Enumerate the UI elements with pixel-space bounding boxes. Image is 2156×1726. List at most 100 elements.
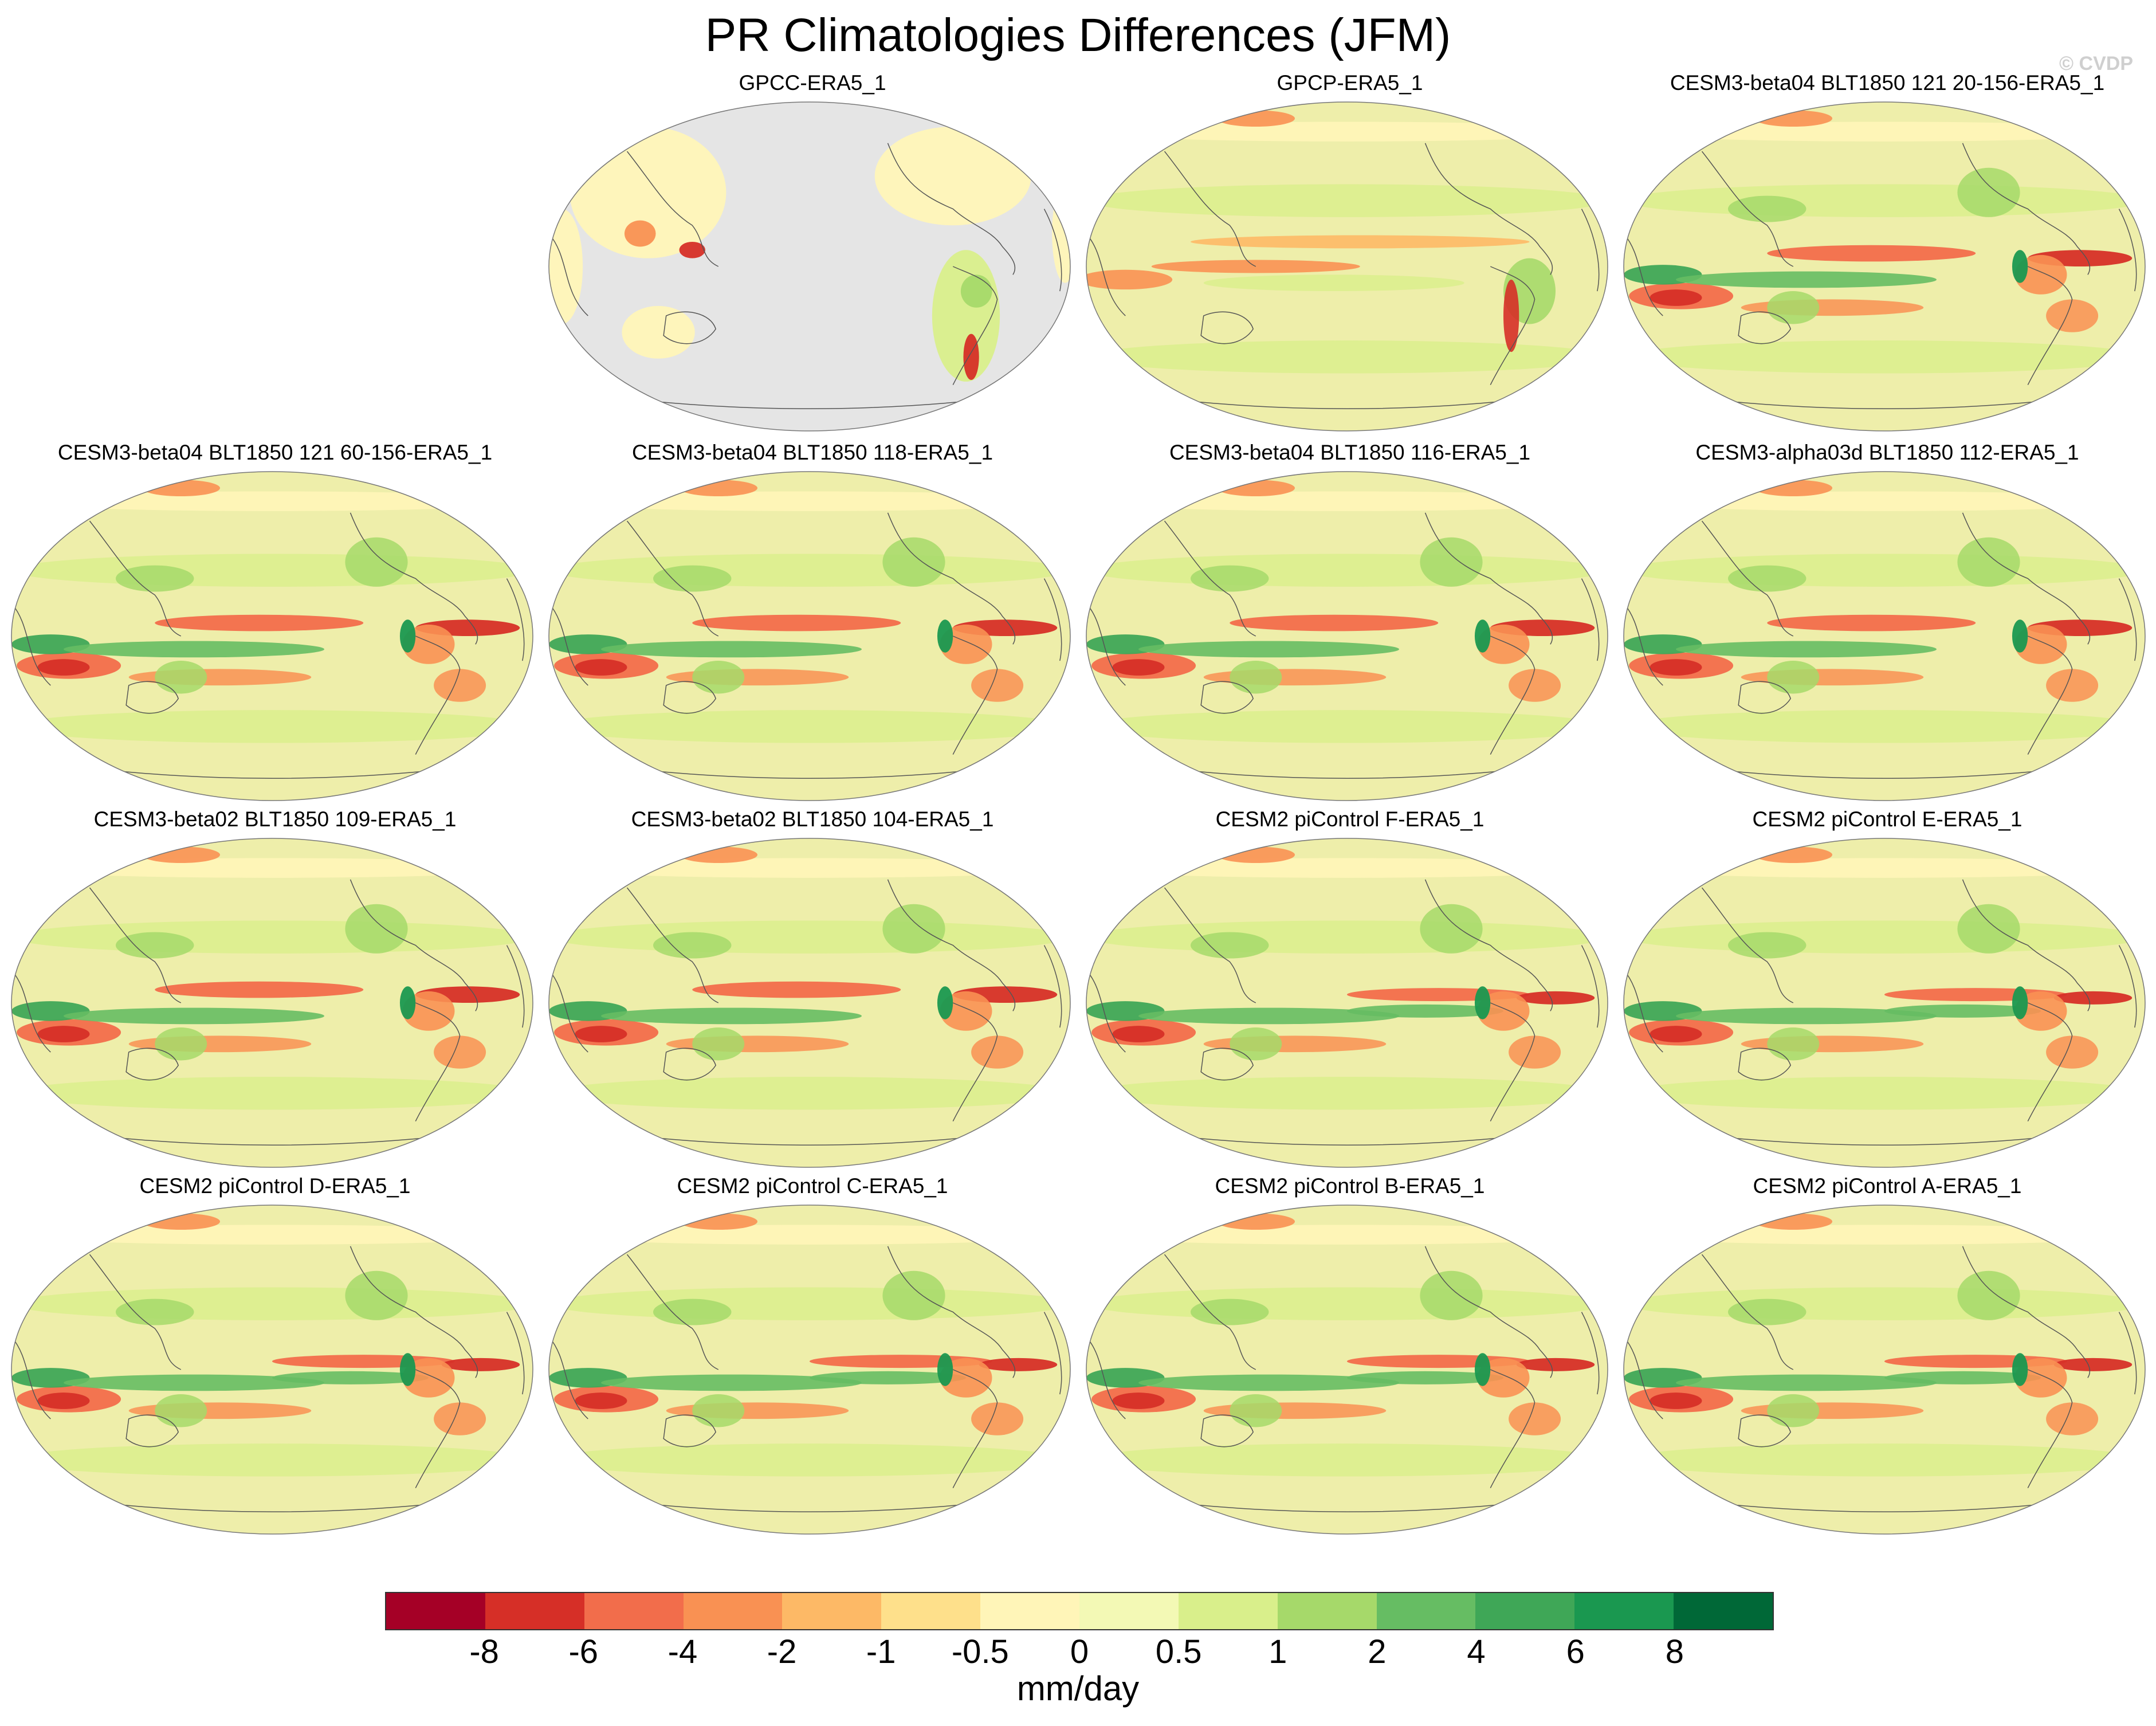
- atlantic-dry: [2053, 991, 2133, 1005]
- indian-south-core: [1650, 289, 1702, 306]
- north-pacific-wet: [1191, 1299, 1269, 1325]
- map-background: [1624, 472, 2145, 801]
- australia-wet: [1767, 1027, 1820, 1061]
- amazon-dry: [2014, 254, 2067, 295]
- coastline: [115, 1137, 429, 1146]
- north-america-wet: [345, 1270, 408, 1320]
- coastline: [506, 1312, 525, 1395]
- indian-south-core: [575, 1392, 627, 1409]
- coastline: [1190, 1137, 1504, 1146]
- itcz-dry: [1230, 614, 1439, 631]
- coastline: [415, 636, 461, 755]
- coastline: [89, 1254, 182, 1370]
- andes-wet: [937, 1353, 953, 1386]
- andes-wet: [2012, 619, 2028, 653]
- colorbar-tick-label: -4: [667, 1633, 698, 1670]
- map-panel: CESM3-beta02 BLT1850 109-ERA5_1: [9, 806, 541, 1173]
- south-pacific-wet: [1203, 274, 1464, 292]
- coastline: [349, 1246, 478, 1378]
- coastline: [549, 1336, 588, 1419]
- coastline: [89, 520, 182, 637]
- atlantic-dry: [979, 1358, 1058, 1371]
- coastline: [1190, 401, 1504, 410]
- map-border: [548, 838, 1071, 1168]
- map-plot: [11, 1205, 533, 1535]
- andes-dry-patch: [963, 334, 979, 380]
- north-midlat-band: [549, 554, 1070, 587]
- amazon-dry: [1477, 1358, 1530, 1398]
- coastline: [653, 1504, 967, 1513]
- map-border: [548, 101, 1071, 432]
- andes-dry: [1503, 279, 1519, 352]
- south-midlat-band: [549, 1077, 1070, 1110]
- south-midlat-band: [1086, 340, 1608, 374]
- north-midlat-band: [1624, 920, 2145, 954]
- arctic-band: [1086, 121, 1608, 142]
- coastline: [653, 770, 967, 779]
- coastline: [125, 1048, 179, 1081]
- colorbar-tick-label: 4: [1467, 1633, 1486, 1670]
- map-border: [11, 838, 533, 1168]
- coastline: [1581, 209, 1600, 292]
- colorbar-segment: [584, 1593, 684, 1629]
- map-panel: CESM2 piControl E-ERA5_1: [1621, 806, 2154, 1173]
- arctic-band: [1624, 121, 2145, 142]
- south-atlantic-dry: [1509, 669, 1561, 702]
- amazon-dry: [2014, 624, 2067, 664]
- coastline: [11, 603, 51, 686]
- map-plot: [1086, 838, 1608, 1168]
- south-atlantic-dry: [971, 1402, 1024, 1435]
- coastline: [1200, 311, 1254, 344]
- south-atlantic-dry: [971, 669, 1024, 702]
- north-pacific-wet: [116, 1299, 194, 1325]
- australia-wet: [692, 1394, 745, 1427]
- coastline: [626, 1254, 719, 1370]
- north-pacific-wet: [1728, 932, 1807, 959]
- panel-title: CESM3-beta04 BLT1850 121 20-156-ERA5_1: [1670, 71, 2105, 95]
- coastline: [11, 1336, 51, 1419]
- coastline: [1624, 603, 1663, 686]
- map-panel: CESM2 piControl F-ERA5_1: [1083, 806, 1616, 1173]
- coastline: [626, 887, 719, 1003]
- map-border: [1086, 471, 1608, 801]
- north-midlat-band: [1086, 920, 1608, 954]
- coastline: [1190, 1504, 1504, 1513]
- coastline: [2027, 636, 2073, 755]
- map-plot: [11, 838, 533, 1168]
- east-pacific-wet: [810, 1371, 966, 1384]
- coastline: [1727, 770, 2041, 779]
- coastline: [1043, 209, 1062, 292]
- andes-wet: [1474, 1353, 1491, 1386]
- map-plot: [11, 471, 533, 801]
- map-plot: [1623, 1205, 2146, 1535]
- south-atlantic-dry: [434, 1035, 486, 1069]
- arctic-band: [549, 858, 1070, 878]
- coastline: [663, 1048, 717, 1081]
- map-border: [1086, 1205, 1608, 1535]
- coastline: [1727, 401, 2041, 410]
- amazon-dry: [940, 991, 992, 1031]
- itcz-dry: [155, 614, 364, 631]
- colorbar-tick-label: 6: [1566, 1633, 1585, 1670]
- coastline: [2118, 209, 2137, 292]
- atlantic-dry: [1516, 991, 1595, 1005]
- coastline: [1190, 770, 1504, 779]
- map-panel: CESM2 piControl C-ERA5_1: [546, 1173, 1079, 1540]
- coastline: [1738, 681, 1792, 714]
- coastline: [2027, 1369, 2073, 1488]
- north-america-wet: [1420, 1270, 1483, 1320]
- map-background: [1086, 472, 1608, 801]
- panel-title: CESM3-alpha03d BLT1850 112-ERA5_1: [1695, 441, 2079, 464]
- colorbar-segment: [683, 1593, 783, 1629]
- coastline: [1581, 578, 1600, 661]
- map-border: [1623, 1205, 2146, 1535]
- north-midlat-band: [1086, 554, 1608, 587]
- figure-title: PR Climatologies Differences (JFM): [705, 9, 1451, 61]
- arctic-band: [1624, 858, 2145, 878]
- australia-wet: [1767, 291, 1820, 324]
- coastline: [887, 512, 1016, 645]
- east-pacific-wet: [1884, 1371, 2041, 1384]
- map-panel: CESM3-beta04 BLT1850 116-ERA5_1: [1083, 440, 1616, 806]
- east-pacific-wet: [1347, 1371, 1503, 1384]
- arctic-band: [1086, 1225, 1608, 1245]
